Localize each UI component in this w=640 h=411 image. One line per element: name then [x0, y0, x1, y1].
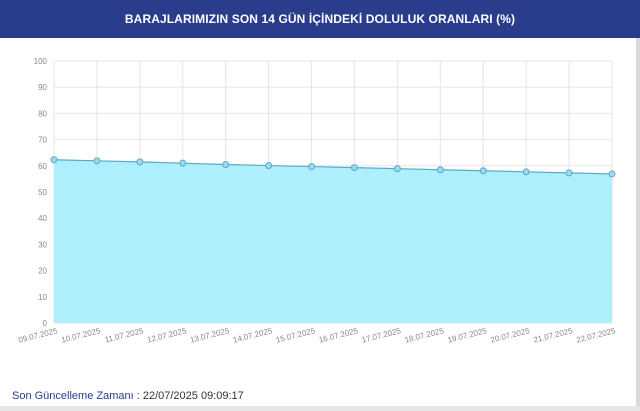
data-point [565, 169, 573, 177]
area-chart: 0 10 20 30 40 50 60 70 80 90 100 09.07.2025 10.07.20… [17, 57, 617, 345]
chart-area: 0 10 20 30 40 50 60 70 80 90 100 09.07.2025 10.07.20… [0, 38, 640, 383]
series-line [53, 159, 613, 175]
last-update-label: Son Güncelleme Zamanı [12, 390, 134, 402]
data-point [350, 164, 358, 172]
right-frame [636, 38, 640, 411]
data-point [522, 168, 530, 176]
y-tick-label: 80 [38, 109, 47, 118]
x-tick-label: 18.07.2025 [404, 326, 446, 345]
x-tick-label: 12.07.2025 [146, 326, 188, 345]
y-tick-label: 0 [43, 319, 48, 328]
data-point [436, 166, 444, 174]
data-point [479, 167, 487, 175]
x-tick-label: 13.07.2025 [189, 326, 231, 345]
data-point [50, 156, 58, 164]
data-point [308, 163, 316, 171]
x-tick-label: 14.07.2025 [232, 326, 274, 345]
chart-header: BARAJLARIMIZIN SON 14 GÜN İÇİNDEKİ DOLUL… [0, 0, 640, 38]
y-tick-label: 90 [38, 83, 47, 92]
data-point [222, 160, 230, 168]
x-tick-label: 20.07.2025 [490, 326, 532, 345]
y-tick-label: 10 [38, 293, 47, 302]
y-tick-label: 40 [38, 214, 47, 223]
y-tick-label: 50 [38, 188, 47, 197]
x-tick-label: 15.07.2025 [275, 326, 317, 345]
y-tick-label: 70 [38, 136, 47, 145]
data-point [393, 165, 401, 173]
data-point [93, 157, 101, 165]
x-tick-label: 19.07.2025 [447, 326, 489, 345]
data-point [179, 159, 187, 167]
y-tick-label: 100 [34, 57, 48, 66]
series-area [54, 159, 612, 323]
x-tick-label: 10.07.2025 [60, 326, 102, 345]
data-point [136, 158, 144, 166]
y-tick-label: 30 [38, 240, 47, 249]
x-tick-label: 11.07.2025 [104, 326, 145, 344]
last-update: Son Güncelleme Zamanı : 22/07/2025 09:09… [12, 390, 244, 402]
chart-title: BARAJLARIMIZIN SON 14 GÜN İÇİNDEKİ DOLUL… [124, 12, 516, 26]
last-update-separator: : [133, 390, 143, 402]
y-tick-label: 60 [38, 162, 47, 171]
data-point [265, 162, 273, 170]
x-tick-label: 22.07.2025 [575, 326, 617, 345]
x-tick-label: 16.07.2025 [318, 326, 360, 345]
x-tick-label: 21.07.2025 [533, 326, 575, 345]
y-tick-label: 20 [38, 267, 47, 276]
x-tick-label: 09.07.2025 [17, 326, 59, 345]
last-update-value: 22/07/2025 09:09:17 [142, 390, 244, 402]
x-tick-label: 17.07.2025 [361, 326, 403, 345]
bottom-divider [0, 406, 640, 411]
data-point [608, 170, 616, 178]
